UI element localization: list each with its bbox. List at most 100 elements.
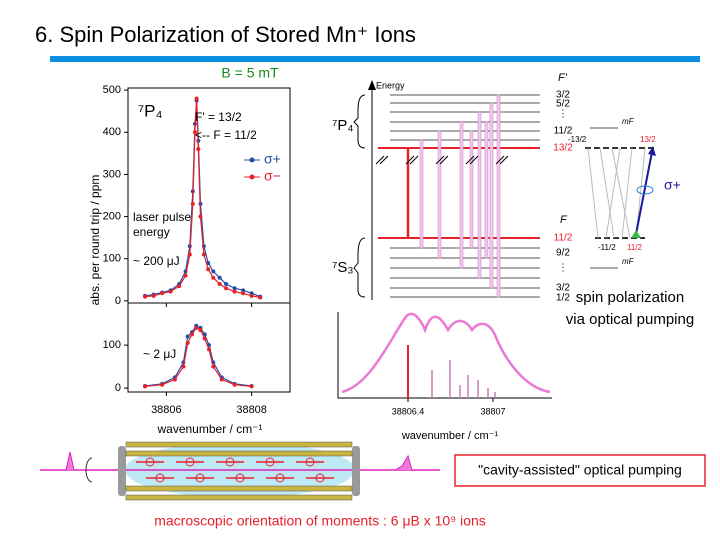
- arrow-head: [368, 80, 376, 90]
- break-mark: [405, 155, 419, 165]
- data-point: [232, 289, 237, 294]
- y-tick-label: 100: [103, 339, 121, 351]
- y-tick-label: 400: [103, 126, 121, 138]
- polarization-label: σ+: [664, 177, 681, 193]
- level-label: 9/2: [556, 248, 570, 259]
- x-tick-label: 38806: [151, 404, 182, 416]
- data-point: [258, 295, 263, 300]
- series-line: [144, 327, 252, 388]
- cavity-label: "cavity-assisted" optical pumping: [478, 462, 682, 478]
- data-point: [160, 291, 165, 296]
- spectrum-x-label: wavenumber / cm⁻¹: [401, 430, 499, 442]
- spectrum-tick-label: 38806.4: [392, 406, 425, 416]
- annotation: ~ 200 μJ: [133, 254, 180, 268]
- ion: [235, 473, 245, 483]
- level-label: 1/2: [556, 293, 570, 304]
- data-point: [201, 252, 206, 257]
- level-label: 13/2: [553, 143, 573, 154]
- pump-line: [587, 147, 599, 239]
- data-point: [143, 384, 148, 389]
- data-point: [211, 364, 216, 369]
- transition: [489, 102, 494, 289]
- level-label: 5/2: [556, 99, 570, 110]
- f-label: F: [560, 214, 568, 226]
- ion: [275, 473, 285, 483]
- data-point: [187, 252, 192, 257]
- slide-title: 6. Spin Polarization of Stored Mn⁺ Ions: [35, 22, 416, 47]
- data-point: [151, 293, 156, 298]
- ion: [155, 473, 165, 483]
- cavity: [40, 441, 440, 501]
- mirror: [118, 446, 126, 496]
- ions: [136, 457, 334, 483]
- data-point: [185, 334, 190, 339]
- data-point: [194, 325, 199, 330]
- data-point: [249, 293, 254, 298]
- pump-arrow: [635, 151, 653, 235]
- caption: spin polarization: [576, 289, 684, 306]
- data-point: [219, 377, 224, 382]
- data-point: [207, 347, 211, 352]
- ion: [265, 457, 275, 467]
- f-label: F': [558, 72, 568, 84]
- transition: [484, 121, 489, 259]
- rod: [125, 450, 353, 457]
- ion: [145, 457, 155, 467]
- pump-line: [605, 147, 621, 239]
- data-point: [224, 282, 229, 287]
- ion-marker: [631, 230, 641, 238]
- data-point: [168, 289, 173, 294]
- data-point: [206, 267, 211, 272]
- break-mark: [435, 155, 449, 165]
- data-point: [198, 214, 203, 219]
- transition: [437, 130, 442, 259]
- label-box: [454, 454, 706, 487]
- arrow-head: [648, 146, 656, 156]
- rod: [125, 485, 353, 492]
- y-tick-label: 0: [115, 295, 121, 307]
- orientation-note: macroscopic orientation of moments : 6 μ…: [154, 513, 486, 529]
- annotation: ~ 2 μJ: [143, 347, 176, 361]
- sublevel-label: -13/2: [568, 135, 587, 144]
- transition: [459, 121, 464, 269]
- transition: [477, 111, 482, 279]
- spectrum-curve: [341, 312, 551, 394]
- legend-marker: [249, 157, 255, 163]
- data-point: [189, 332, 194, 337]
- ion: [315, 473, 325, 483]
- x-axis-label: wavenumber / cm⁻¹: [156, 422, 262, 436]
- transition: [469, 130, 474, 249]
- level-label: ⋮: [558, 109, 568, 120]
- data-point: [181, 364, 186, 369]
- brace: [353, 94, 366, 149]
- plot-frame: [127, 302, 291, 393]
- data-point: [143, 294, 148, 299]
- level-label: 3/2: [556, 283, 570, 294]
- y-tick-label: 500: [103, 84, 121, 96]
- term-label: ⁷S₃: [332, 259, 354, 276]
- legend-label: σ−: [264, 168, 281, 184]
- ion: [185, 457, 195, 467]
- field-label: B = 5 mT: [221, 65, 279, 81]
- y-tick-label: 100: [103, 253, 121, 265]
- pump-line: [621, 147, 633, 239]
- level-label: 11/2: [554, 233, 573, 244]
- brace: [353, 237, 366, 298]
- ion: [225, 457, 235, 467]
- data-point: [241, 288, 246, 293]
- data-point: [211, 269, 216, 274]
- ion: [305, 457, 315, 467]
- data-point: [241, 291, 246, 296]
- rotation: [636, 185, 654, 195]
- data-point: [217, 282, 222, 287]
- data-point: [172, 377, 177, 382]
- output-pulse: [394, 454, 420, 471]
- data-point: [211, 275, 216, 280]
- energy-label: Energy: [376, 80, 405, 90]
- y-tick-label: 200: [103, 210, 121, 222]
- data-point: [194, 96, 199, 101]
- data-point: [190, 201, 195, 206]
- pump-line: [611, 147, 631, 239]
- sublevel-label: 13/2: [640, 135, 656, 144]
- data-point: [202, 336, 207, 341]
